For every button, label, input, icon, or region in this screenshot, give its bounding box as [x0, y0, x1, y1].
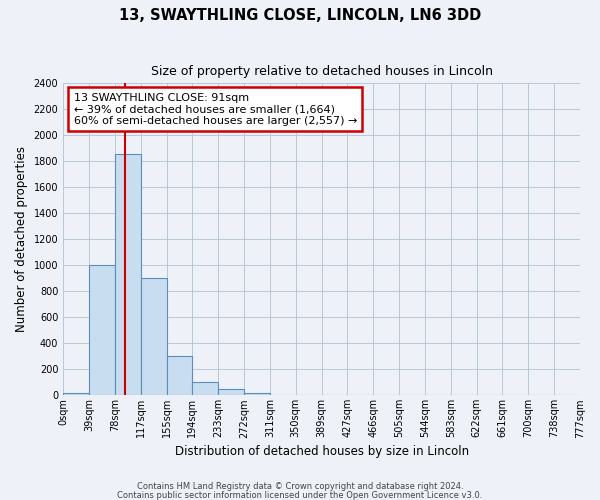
Bar [89, 266, 115, 396]
Bar [244, 392, 270, 396]
Bar [218, 390, 244, 396]
Text: Contains HM Land Registry data © Crown copyright and database right 2024.: Contains HM Land Registry data © Crown c… [137, 482, 463, 491]
Text: 13, SWAYTHLING CLOSE, LINCOLN, LN6 3DD: 13, SWAYTHLING CLOSE, LINCOLN, LN6 3DD [119, 8, 481, 22]
Text: Contains public sector information licensed under the Open Government Licence v3: Contains public sector information licen… [118, 490, 482, 500]
Text: 13 SWAYTHLING CLOSE: 91sqm
← 39% of detached houses are smaller (1,664)
60% of s: 13 SWAYTHLING CLOSE: 91sqm ← 39% of deta… [74, 92, 357, 126]
Bar [63, 393, 89, 396]
Title: Size of property relative to detached houses in Lincoln: Size of property relative to detached ho… [151, 65, 493, 78]
Bar [140, 278, 167, 396]
Bar [193, 382, 218, 396]
Bar [167, 356, 193, 396]
Bar [115, 154, 140, 396]
X-axis label: Distribution of detached houses by size in Lincoln: Distribution of detached houses by size … [175, 444, 469, 458]
Y-axis label: Number of detached properties: Number of detached properties [15, 146, 28, 332]
